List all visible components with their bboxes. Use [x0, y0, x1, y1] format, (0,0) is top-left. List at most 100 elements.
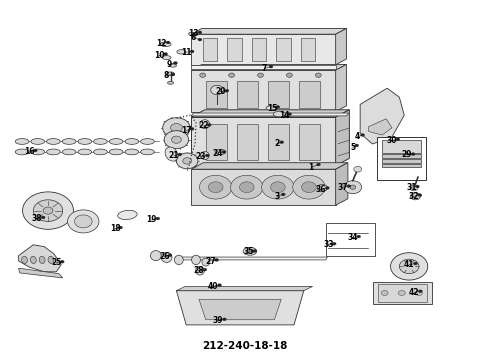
Ellipse shape: [202, 258, 210, 266]
Ellipse shape: [167, 72, 174, 76]
Ellipse shape: [15, 139, 29, 144]
Ellipse shape: [118, 210, 137, 220]
Ellipse shape: [189, 32, 194, 35]
Circle shape: [119, 226, 122, 229]
Polygon shape: [191, 28, 346, 34]
Ellipse shape: [22, 256, 27, 264]
Circle shape: [215, 258, 219, 261]
Polygon shape: [299, 81, 320, 108]
Polygon shape: [373, 282, 432, 304]
Text: 23: 23: [196, 152, 206, 161]
Polygon shape: [382, 164, 421, 167]
Circle shape: [287, 73, 293, 77]
Circle shape: [207, 123, 211, 126]
Text: 33: 33: [323, 240, 334, 249]
Text: 41: 41: [404, 260, 415, 269]
Ellipse shape: [266, 106, 276, 110]
Circle shape: [240, 182, 254, 193]
Polygon shape: [176, 287, 313, 291]
Circle shape: [354, 166, 362, 172]
Polygon shape: [368, 119, 392, 135]
Ellipse shape: [161, 252, 172, 262]
Circle shape: [361, 134, 365, 136]
Text: 32: 32: [409, 192, 419, 201]
Ellipse shape: [196, 266, 204, 275]
Circle shape: [293, 175, 325, 199]
Polygon shape: [191, 113, 349, 116]
Ellipse shape: [48, 256, 54, 264]
Text: 31: 31: [406, 183, 417, 192]
Text: 11: 11: [181, 48, 192, 57]
Circle shape: [344, 181, 362, 194]
Text: 14: 14: [279, 111, 290, 120]
Text: 38: 38: [31, 214, 42, 223]
Text: 42: 42: [409, 288, 419, 297]
Ellipse shape: [215, 149, 226, 154]
Polygon shape: [382, 159, 421, 163]
Circle shape: [411, 193, 420, 200]
Text: 1: 1: [309, 163, 314, 172]
Text: 6: 6: [191, 33, 196, 42]
Text: 9: 9: [167, 60, 172, 69]
Circle shape: [200, 73, 206, 77]
Circle shape: [270, 182, 285, 193]
Ellipse shape: [165, 147, 178, 161]
Circle shape: [225, 89, 229, 92]
Ellipse shape: [273, 111, 285, 117]
Polygon shape: [191, 110, 349, 117]
Circle shape: [411, 153, 415, 156]
Circle shape: [281, 193, 285, 196]
Polygon shape: [336, 110, 349, 166]
Circle shape: [398, 291, 405, 296]
Ellipse shape: [30, 256, 36, 264]
Circle shape: [176, 153, 198, 169]
Circle shape: [418, 194, 422, 197]
Ellipse shape: [15, 149, 29, 155]
Ellipse shape: [174, 255, 183, 265]
Polygon shape: [227, 38, 242, 61]
Circle shape: [68, 210, 99, 233]
Circle shape: [231, 175, 263, 199]
Circle shape: [168, 254, 172, 257]
Text: 212-240-18-18: 212-240-18-18: [202, 341, 288, 351]
Text: 2: 2: [274, 139, 279, 148]
Circle shape: [416, 291, 422, 296]
Polygon shape: [237, 81, 258, 108]
Text: 21: 21: [169, 151, 179, 160]
Ellipse shape: [109, 149, 123, 155]
Ellipse shape: [109, 139, 123, 144]
Polygon shape: [326, 223, 375, 256]
Polygon shape: [191, 34, 336, 65]
Ellipse shape: [62, 139, 76, 144]
Polygon shape: [191, 169, 336, 205]
Polygon shape: [377, 137, 426, 180]
Polygon shape: [268, 81, 290, 108]
Text: 8: 8: [164, 71, 169, 80]
Circle shape: [222, 150, 226, 153]
Polygon shape: [382, 154, 421, 158]
Ellipse shape: [78, 149, 92, 155]
Ellipse shape: [141, 149, 154, 155]
Circle shape: [205, 154, 209, 157]
Text: 17: 17: [181, 126, 192, 135]
Circle shape: [41, 216, 45, 219]
Polygon shape: [206, 124, 227, 160]
Circle shape: [222, 318, 226, 321]
Text: 25: 25: [51, 258, 62, 267]
Circle shape: [288, 113, 292, 116]
Text: 28: 28: [193, 266, 204, 275]
Circle shape: [318, 184, 327, 192]
Circle shape: [269, 65, 273, 68]
Ellipse shape: [94, 149, 107, 155]
Ellipse shape: [160, 42, 171, 46]
Polygon shape: [276, 38, 291, 61]
Circle shape: [399, 259, 419, 274]
Circle shape: [198, 31, 202, 34]
Circle shape: [258, 73, 264, 77]
Circle shape: [33, 149, 37, 152]
Circle shape: [396, 138, 400, 141]
Circle shape: [350, 185, 356, 189]
Polygon shape: [360, 88, 404, 144]
Circle shape: [166, 41, 170, 44]
Circle shape: [171, 73, 175, 76]
